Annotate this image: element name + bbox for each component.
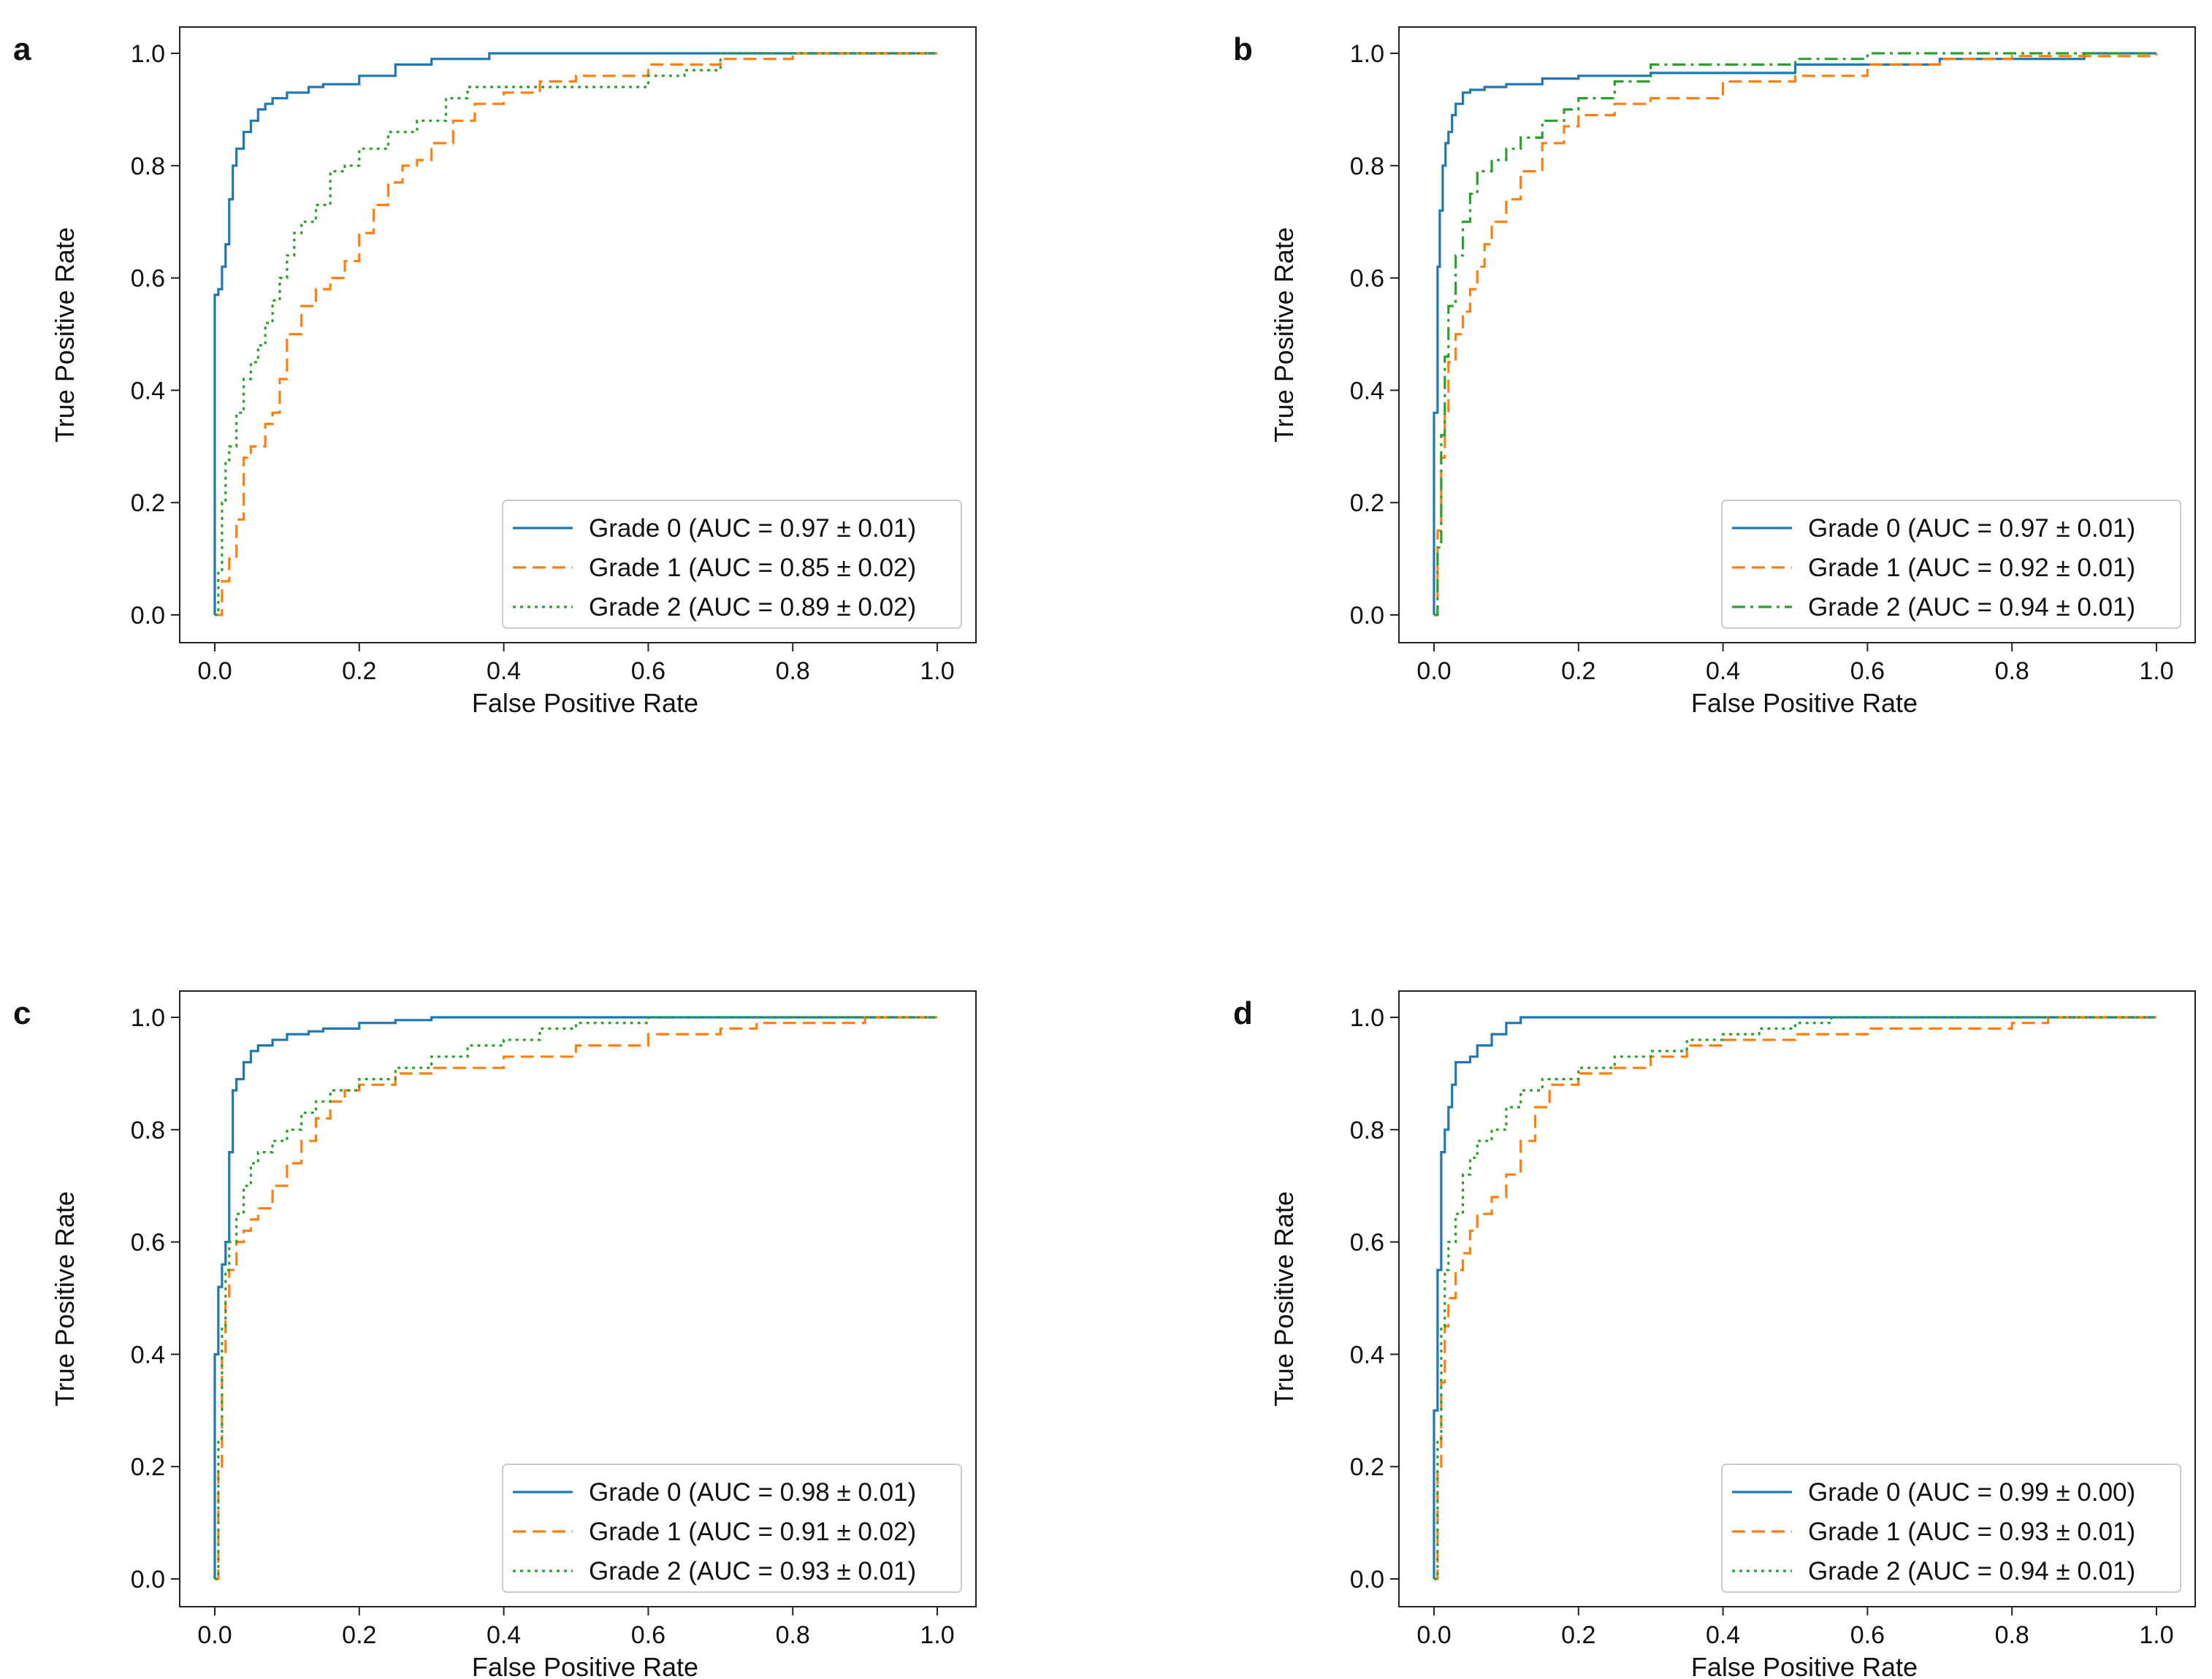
legend-box [1721, 500, 2181, 629]
roc-curve-grade-1 [215, 1016, 937, 1580]
y-tick-label: 0.4 [1350, 1341, 1384, 1369]
y-tick-label: 0.8 [1350, 1117, 1384, 1144]
roc-curve-grade-1 [1434, 53, 2158, 616]
x-axis-title: False Positive Rate [472, 1652, 698, 1679]
legend: Grade 0 (AUC = 0.99 ± 0.00) Grade 1 (AUC … [1721, 1464, 2181, 1593]
panel-letter: b [1233, 31, 1253, 67]
legend: Grade 0 (AUC = 0.97 ± 0.01) Grade 1 (AUC … [1721, 500, 2181, 629]
y-axis-title: True Positive Rate [1269, 227, 1299, 443]
y-tick-label: 0.6 [1350, 265, 1384, 293]
axes-frame [179, 990, 977, 1607]
legend-entry: Grade 0 (AUC = 0.97 ± 0.01) [589, 514, 916, 543]
x-tick-label: 0.4 [1706, 1621, 1740, 1649]
legend-box [502, 1464, 962, 1593]
legend-entry: Grade 1 (AUC = 0.93 ± 0.01) [1808, 1518, 2135, 1546]
x-tick-label: 1.0 [2139, 657, 2173, 685]
panel-a: a 0.0 0.2 0.4 0.6 0.8 1.0 0.0 0.2 0.4 0.6 0.8 1.0 Fal… [13, 26, 977, 718]
x-tick-label: 0.2 [342, 1621, 376, 1649]
x-tick-label: 0.6 [1850, 1621, 1885, 1649]
roc-curve-grade-0 [1433, 1016, 2156, 1579]
y-tick-label: 0.6 [1350, 1229, 1384, 1257]
x-tick-label: 0.0 [197, 657, 232, 685]
y-tick-label: 0.8 [131, 1117, 165, 1144]
legend-entry: Grade 2 (AUC = 0.94 ± 0.01) [1808, 593, 2135, 622]
y-tick-label: 0.4 [131, 1341, 165, 1369]
y-tick-label: 0.8 [1350, 153, 1384, 180]
x-axis-title: False Positive Rate [1691, 1652, 1918, 1679]
y-tick-label: 1.0 [131, 1004, 165, 1032]
panel-letter: a [13, 31, 31, 67]
y-tick-label: 0.2 [131, 1453, 165, 1481]
roc-curve-grade-0 [213, 1016, 937, 1579]
y-tick-label: 0.2 [1350, 489, 1384, 517]
legend-entry: Grade 2 (AUC = 0.94 ± 0.01) [1808, 1557, 2135, 1586]
legend-box [1721, 1464, 2181, 1593]
legend-entry: Grade 2 (AUC = 0.89 ± 0.02) [589, 593, 916, 622]
y-tick-label: 0.2 [1350, 1453, 1384, 1481]
roc-curve-grade-1 [1434, 1016, 2156, 1580]
y-tick-label: 0.4 [1350, 377, 1384, 405]
roc-curve-grade-0 [1433, 52, 2156, 615]
y-tick-label: 0.8 [131, 153, 165, 180]
panel-b: b 0.0 0.2 0.4 0.6 0.8 1.0 0.0 0.2 0.4 0.6 0.8 1.0 Fal… [1233, 26, 2196, 718]
y-tick-label: 0.2 [131, 489, 165, 517]
y-axis-title: True Positive Rate [50, 1191, 80, 1407]
axes-frame [1398, 26, 2196, 643]
y-tick-label: 0.0 [131, 1566, 165, 1594]
axes-frame [179, 26, 977, 643]
x-tick-label: 0.6 [631, 1621, 665, 1649]
y-tick-label: 1.0 [1350, 40, 1384, 68]
legend-entry: Grade 0 (AUC = 0.99 ± 0.00) [1808, 1478, 2135, 1507]
y-axis-title: True Positive Rate [50, 227, 80, 443]
x-tick-label: 1.0 [2139, 1621, 2173, 1649]
y-tick-label: 0.0 [1350, 1566, 1384, 1594]
legend-entry: Grade 0 (AUC = 0.97 ± 0.01) [1808, 514, 2135, 543]
roc-curve-grade-2 [1434, 52, 2156, 616]
panel-letter: c [13, 995, 31, 1031]
roc-curve-grade-1 [215, 52, 937, 616]
roc-curve-grade-0 [213, 52, 937, 615]
panel-c: c 0.0 0.2 0.4 0.6 0.8 1.0 0.0 0.2 0.4 0.6 0.8 1.0 Fal… [13, 990, 977, 1679]
legend-entry: Grade 1 (AUC = 0.91 ± 0.02) [589, 1518, 916, 1546]
legend-entry: Grade 1 (AUC = 0.85 ± 0.02) [589, 554, 916, 582]
x-tick-label: 0.4 [487, 657, 521, 685]
legend-entry: Grade 0 (AUC = 0.98 ± 0.01) [589, 1478, 916, 1507]
x-tick-label: 0.6 [631, 657, 665, 685]
x-tick-label: 0.0 [197, 1621, 232, 1649]
legend-entry: Grade 2 (AUC = 0.93 ± 0.01) [589, 1557, 916, 1586]
axes-frame [1398, 990, 2196, 1607]
y-axis-title: True Positive Rate [1269, 1191, 1299, 1407]
x-axis-title: False Positive Rate [472, 688, 698, 718]
legend-entry: Grade 1 (AUC = 0.92 ± 0.01) [1808, 554, 2135, 582]
x-tick-label: 0.6 [1850, 657, 1885, 685]
x-tick-label: 0.0 [1416, 657, 1451, 685]
x-axis-title: False Positive Rate [1691, 688, 1918, 718]
x-tick-label: 0.2 [1561, 1621, 1595, 1649]
x-tick-label: 0.4 [1706, 657, 1740, 685]
x-tick-label: 1.0 [920, 657, 954, 685]
y-tick-label: 0.6 [131, 1229, 165, 1257]
x-tick-label: 0.2 [1561, 657, 1595, 685]
x-tick-label: 1.0 [920, 1621, 954, 1649]
x-tick-label: 0.2 [342, 657, 376, 685]
y-tick-label: 0.0 [1350, 602, 1384, 630]
y-tick-label: 0.4 [131, 377, 165, 405]
panel-letter: d [1233, 995, 1253, 1031]
x-tick-label: 0.4 [487, 1621, 521, 1649]
x-tick-label: 0.8 [776, 1621, 810, 1649]
y-tick-label: 0.0 [131, 602, 165, 630]
legend: Grade 0 (AUC = 0.97 ± 0.01) Grade 1 (AUC … [502, 500, 962, 629]
panel-d: d 0.0 0.2 0.4 0.6 0.8 1.0 0.0 0.2 0.4 0.6 0.8 1.0 Fal… [1233, 990, 2196, 1679]
legend: Grade 0 (AUC = 0.98 ± 0.01) Grade 1 (AUC … [502, 1464, 962, 1593]
x-tick-label: 0.8 [1995, 1621, 2029, 1649]
y-tick-label: 1.0 [131, 40, 165, 68]
y-tick-label: 0.6 [131, 265, 165, 293]
legend-box [502, 500, 962, 629]
x-tick-label: 0.8 [776, 657, 810, 685]
y-tick-label: 1.0 [1350, 1004, 1384, 1032]
x-tick-label: 0.0 [1416, 1621, 1451, 1649]
roc-curve-grade-2 [1434, 1016, 2156, 1580]
x-tick-label: 0.8 [1995, 657, 2029, 685]
